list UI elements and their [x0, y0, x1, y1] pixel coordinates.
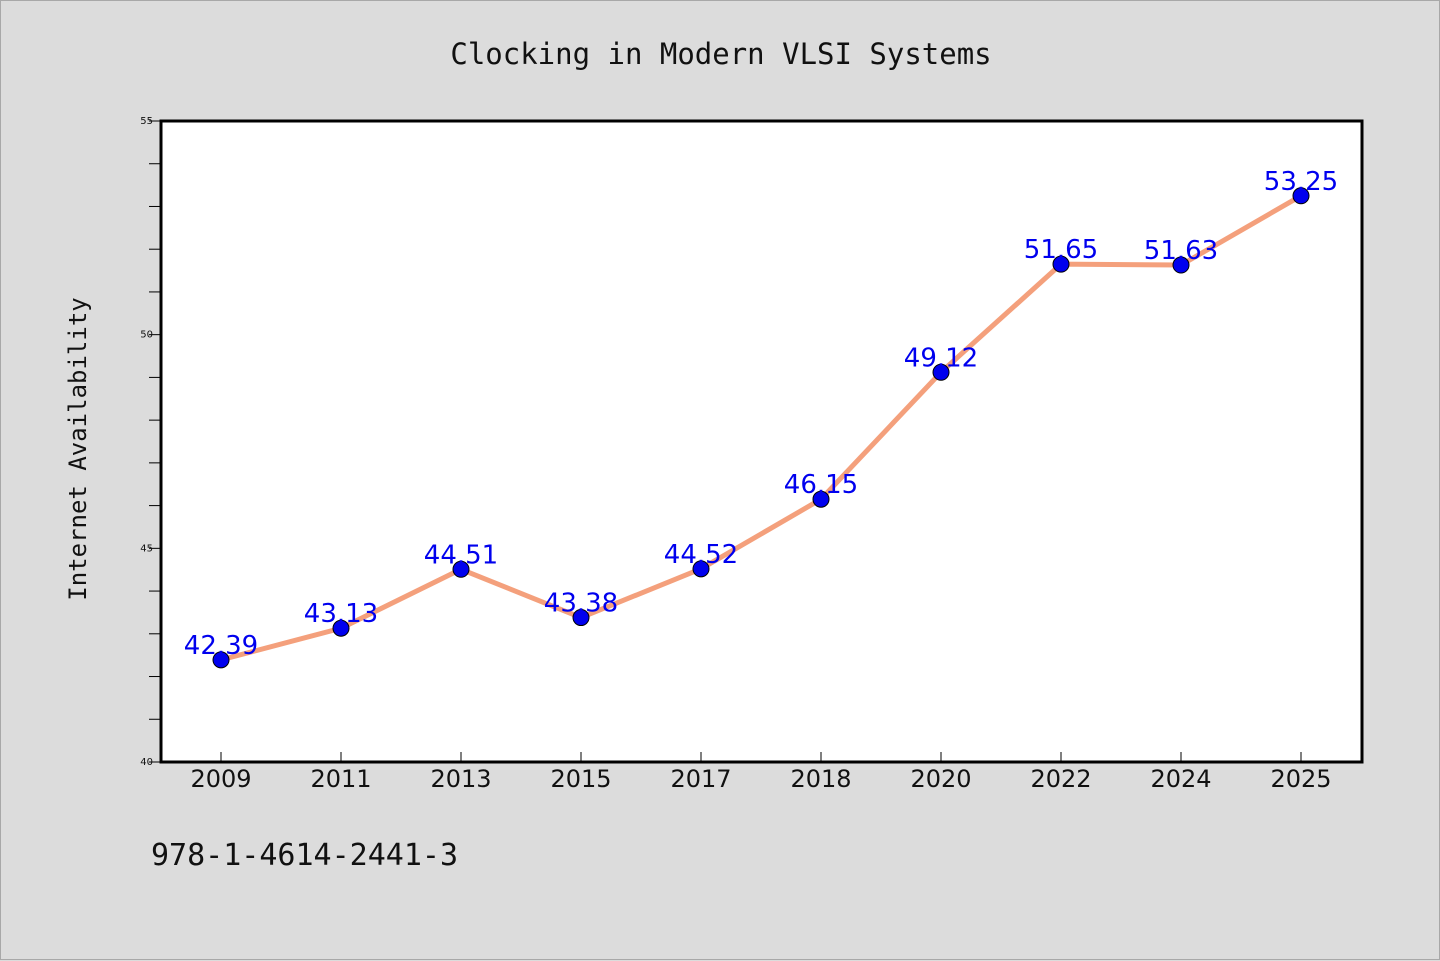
data-point	[1292, 187, 1310, 205]
x-axis: 2009 2011 2013 2015 2017 2018 2020 2022 2024 2025	[190, 752, 1332, 793]
x-tick-label: 2017	[670, 765, 731, 793]
x-tick-label: 2009	[190, 765, 251, 793]
plot-area	[159, 119, 1364, 764]
data-point	[932, 363, 950, 381]
data-labels: 42.39 43.13 44.51 43.38 44.52 46.15 49.12 51.65…	[184, 167, 1338, 661]
data-point	[1052, 255, 1070, 273]
y-tick-label: 50	[140, 330, 153, 341]
x-tick-label: 2011	[310, 765, 371, 793]
chart-title: Clocking in Modern VLSI Systems	[450, 37, 991, 71]
data-point	[332, 619, 350, 637]
isbn-footer: 978-1-4614-2441-3	[151, 838, 458, 873]
y-axis-label: Internet Availability	[64, 297, 92, 600]
x-tick-label: 2024	[1150, 765, 1211, 793]
data-label: 51.63	[1144, 236, 1218, 266]
data-point	[692, 560, 710, 578]
y-tick-label: 45	[140, 543, 153, 554]
x-tick-label: 2020	[910, 765, 971, 793]
y-tick-label: 55	[140, 116, 153, 127]
x-tick-label: 2015	[550, 765, 611, 793]
x-tick-label: 2022	[1030, 765, 1091, 793]
y-axis: 40 45 50 55	[140, 116, 161, 768]
data-label: 53.25	[1264, 167, 1338, 197]
data-markers	[212, 187, 1310, 669]
data-point	[452, 560, 470, 578]
x-tick-label: 2018	[790, 765, 851, 793]
x-tick-label: 2013	[430, 765, 491, 793]
series-line	[220, 193, 1303, 663]
data-label: 43.13	[304, 599, 378, 629]
data-label: 42.39	[184, 631, 258, 661]
data-label: 43.38	[544, 589, 618, 619]
x-tick-label: 2025	[1270, 765, 1331, 793]
data-label: 44.52	[664, 540, 738, 570]
data-point	[572, 609, 590, 627]
data-label: 49.12	[904, 343, 978, 373]
data-label: 51.65	[1024, 235, 1098, 265]
y-tick-label: 40	[140, 757, 153, 768]
data-label: 46.15	[784, 470, 858, 500]
data-point	[812, 490, 830, 508]
data-label: 44.51	[424, 540, 498, 570]
data-point	[1172, 256, 1190, 274]
data-point	[212, 651, 230, 669]
